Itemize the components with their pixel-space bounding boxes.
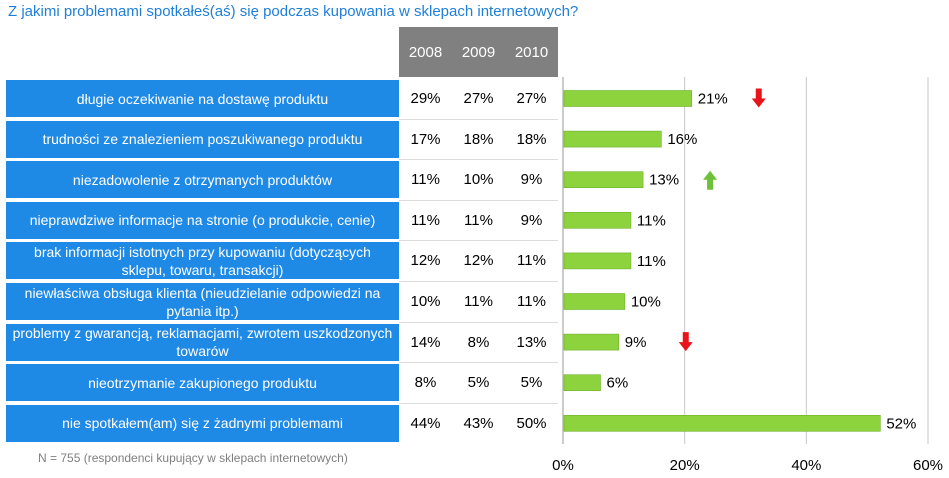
row-label: nieotrzymanie zakupionego produktu (6, 364, 399, 402)
sample-note: N = 755 (respondenci kupujący w sklepach… (38, 451, 348, 465)
table-cell-2008: 44% (410, 414, 441, 432)
table-cell-2008: 12% (410, 252, 441, 270)
year-header-2008: 2008 (399, 27, 452, 77)
x-tick-label: 20% (670, 457, 700, 474)
year-header-2010: 2010 (505, 27, 558, 77)
table-cell-2010: 18% (516, 130, 547, 148)
bar (563, 293, 626, 310)
bar-value-label: 16% (667, 131, 697, 148)
bar-value-label: 11% (637, 212, 666, 229)
row-separator (399, 159, 558, 161)
bar-value-label: 9% (625, 334, 647, 351)
row-separator (399, 118, 558, 120)
table-cell-2009: 10% (463, 171, 494, 189)
table-cell-2010: 11% (517, 252, 546, 270)
bar (563, 171, 644, 188)
table-cell-2008: 11% (411, 211, 440, 229)
row-label: niewłaściwa obsługa klienta (nieudzielan… (6, 283, 399, 320)
bar-value-label: 21% (698, 91, 728, 108)
row-separator (399, 199, 558, 201)
bar (563, 212, 632, 229)
bar-value-label: 13% (649, 172, 679, 189)
arrow-down-icon (751, 88, 766, 108)
table-cell-2009: 11% (464, 293, 493, 310)
row-label: nie spotkałem(am) się z żadnymi problema… (6, 404, 399, 442)
table-cell-2010: 9% (520, 211, 543, 229)
row-separator (399, 321, 558, 323)
table-cell-2009: 18% (463, 130, 494, 148)
bar-value-label: 10% (631, 294, 661, 311)
row-separator (399, 362, 558, 364)
x-tick-label: 60% (913, 457, 943, 474)
row-label: długie oczekiwanie na dostawę produktu (6, 80, 399, 117)
row-separator (399, 281, 558, 282)
table-cell-2009: 27% (463, 90, 494, 107)
table-cell-2010: 13% (516, 333, 547, 351)
table-cell-2010: 27% (516, 90, 547, 107)
table-cell-2010: 50% (516, 414, 547, 432)
bar (563, 414, 881, 432)
year-header-2009: 2009 (452, 27, 505, 77)
table-cell-2009: 12% (463, 252, 494, 270)
row-label: brak informacji istotnych przy kupowaniu… (6, 242, 399, 280)
arrow-down-icon (678, 332, 693, 352)
table-cell-2008: 29% (410, 90, 441, 107)
bar (563, 130, 662, 148)
bar-value-label: 52% (886, 415, 916, 432)
table-cell-2010: 11% (517, 293, 546, 310)
bar (563, 252, 632, 270)
table-cell-2008: 10% (410, 293, 441, 310)
row-separator (399, 402, 558, 404)
page-title: Z jakimi problemami spotkałeś(aś) się po… (8, 3, 579, 20)
row-label: niezadowolenie z otrzymanych produktów (6, 161, 399, 199)
row-separator (399, 240, 558, 242)
bar-value-label: 11% (637, 253, 666, 270)
table-cell-2009: 43% (463, 414, 494, 432)
bar (563, 90, 693, 107)
row-label: problemy z gwarancją, reklamacjami, zwro… (6, 323, 399, 361)
bar (563, 333, 620, 351)
table-cell-2008: 8% (414, 374, 437, 392)
x-tick-label: 0% (552, 457, 574, 474)
bar-value-label: 6% (607, 375, 629, 392)
table-cell-2010: 9% (520, 171, 543, 189)
table-cell-2009: 8% (467, 333, 490, 351)
table-cell-2008: 17% (410, 130, 441, 148)
table-cell-2008: 14% (410, 333, 441, 351)
x-tick-label: 40% (791, 457, 821, 474)
row-label: trudności ze znalezieniem poszukiwanego … (6, 120, 399, 158)
table-cell-2010: 5% (520, 374, 543, 392)
bar (563, 374, 601, 392)
row-label: nieprawdziwe informacje na stronie (o pr… (6, 201, 399, 239)
table-cell-2009: 11% (464, 211, 493, 229)
table-cell-2009: 5% (467, 374, 490, 392)
arrow-up-icon (703, 170, 718, 190)
table-cell-2008: 11% (411, 171, 440, 189)
